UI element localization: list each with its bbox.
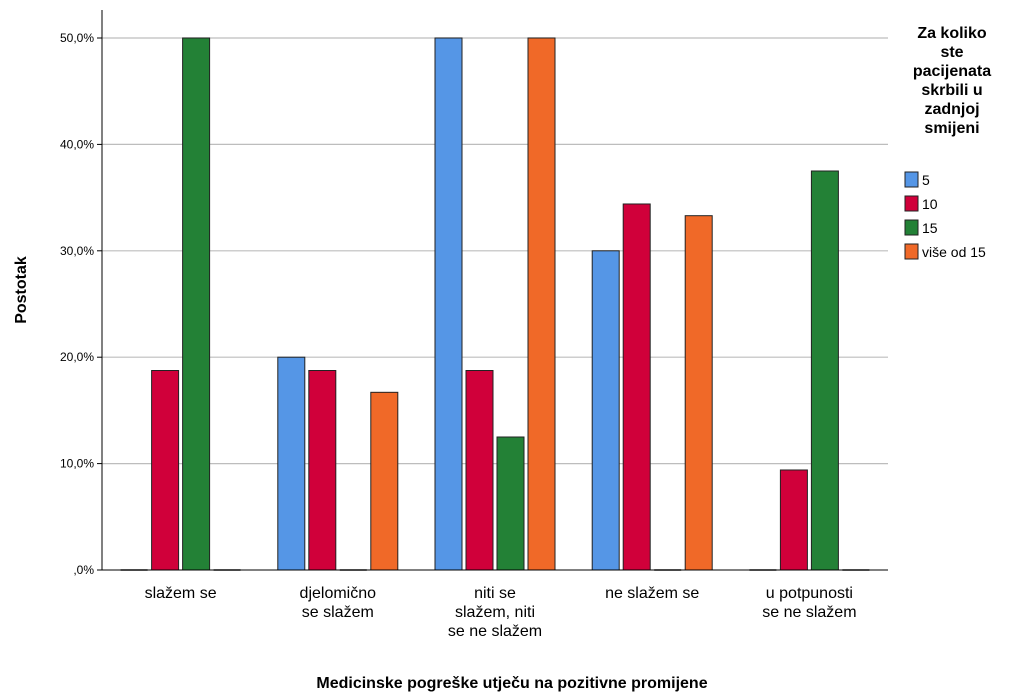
x-axis-title: Medicinske pogreške utječu na pozitivne … [316, 675, 707, 692]
bar [684, 215, 713, 571]
y-tick-label: 20,0% [60, 350, 94, 364]
category-label: niti se slažem, niti se ne slažem [448, 585, 542, 640]
grid-lines [97, 37, 888, 571]
y-tick-label: 50,0% [60, 31, 94, 45]
legend-label: 15 [922, 220, 938, 236]
bar [370, 391, 399, 571]
axes [101, 10, 888, 571]
bar [277, 356, 306, 571]
bar [308, 370, 337, 571]
bar [151, 370, 180, 571]
bar [810, 170, 839, 571]
bar [182, 37, 211, 571]
bar [527, 37, 556, 571]
bar [779, 469, 808, 571]
category-labels: slažem se djelomično se slažem niti se slaže… [145, 585, 857, 640]
bar [465, 370, 494, 571]
bars [120, 37, 870, 571]
y-tick-label: ,0% [73, 563, 94, 577]
legend-swatch [904, 219, 919, 236]
y-tick-label: 40,0% [60, 137, 94, 151]
legend: Za koliko ste pacijenata skrbili u zadnjoj sm… [904, 25, 991, 260]
category-label: djelomično se slažem [300, 585, 377, 621]
y-axis-title: Postotak [13, 256, 30, 324]
bar [434, 37, 463, 571]
legend-label: 10 [922, 196, 938, 212]
y-tick-labels: ,0% 10,0% 20,0% 30,0% 40,0% 50,0% [60, 31, 94, 577]
category-label: slažem se [145, 585, 217, 602]
legend-label: 5 [922, 172, 930, 188]
legend-title: Za koliko ste pacijenata skrbili u zadnjoj sm… [913, 25, 991, 137]
bar [496, 436, 525, 571]
legend-swatch [904, 243, 919, 260]
legend-label: više od 15 [922, 244, 986, 260]
y-tick-label: 10,0% [60, 457, 94, 471]
category-label: ne slažem se [605, 585, 699, 602]
category-label: u potpunosti se ne slažem [762, 585, 856, 621]
bar [622, 203, 651, 571]
bar [591, 250, 620, 571]
legend-swatch [904, 195, 919, 212]
y-tick-label: 30,0% [60, 244, 94, 258]
legend-swatch [904, 171, 919, 188]
